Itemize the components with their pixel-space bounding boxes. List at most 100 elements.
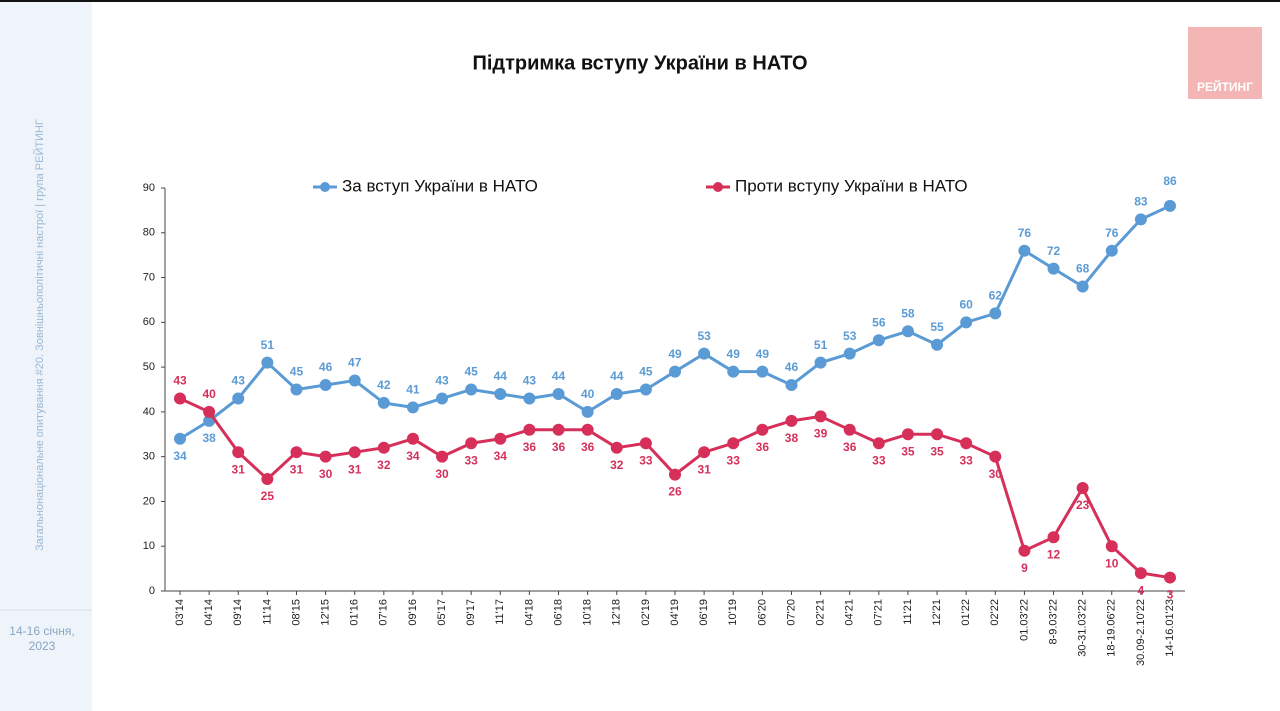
data-label: 33 — [464, 453, 478, 467]
date-note: 14-16 січня, — [9, 624, 74, 638]
data-label: 55 — [930, 320, 944, 334]
data-point — [1047, 531, 1060, 544]
data-point — [989, 450, 1002, 463]
data-label: 46 — [319, 360, 333, 374]
data-label: 31 — [290, 462, 304, 476]
data-point — [1134, 567, 1147, 580]
data-label: 35 — [901, 444, 915, 458]
legend-label: За вступ України в НАТО — [342, 176, 538, 195]
sidebar-caption: Загальнонаціональне опитування #20. Зовн… — [33, 119, 46, 551]
data-label: 26 — [668, 485, 682, 499]
legend-marker — [320, 182, 330, 192]
data-point — [989, 307, 1002, 320]
x-tick-label: 04'19 — [669, 599, 681, 626]
x-tick-label: 14-16.01'23 — [1164, 599, 1176, 657]
data-label: 44 — [494, 369, 508, 383]
data-label: 46 — [785, 360, 799, 374]
x-tick-label: 09'16 — [407, 599, 419, 626]
x-tick-label: 01'22 — [960, 599, 972, 626]
data-point — [261, 473, 274, 486]
data-label: 43 — [435, 374, 449, 388]
y-tick-label: 40 — [143, 406, 155, 418]
chart-title: Підтримка вступу України в НАТО — [472, 52, 807, 74]
data-point — [552, 387, 565, 400]
data-label: 30 — [435, 467, 449, 481]
data-point — [465, 383, 478, 396]
data-point — [639, 383, 652, 396]
y-tick-label: 60 — [143, 316, 155, 328]
data-point — [319, 450, 332, 463]
x-tick-label: 11'14 — [261, 599, 273, 625]
y-tick-label: 10 — [143, 540, 155, 552]
x-tick-label: 06'19 — [698, 599, 710, 626]
x-tick-label: 02'19 — [640, 599, 652, 626]
data-point — [698, 446, 711, 459]
data-label: 33 — [872, 453, 886, 467]
data-point — [232, 446, 245, 459]
x-tick-label: 07'20 — [785, 599, 797, 626]
data-point — [727, 437, 740, 450]
data-label: 62 — [989, 289, 1003, 303]
x-tick-label: 11'21 — [902, 599, 914, 625]
x-tick-label: 12'15 — [319, 599, 331, 626]
x-tick-label: 04'21 — [844, 599, 856, 626]
data-label: 51 — [261, 338, 275, 352]
data-label: 43 — [173, 374, 187, 388]
data-label: 68 — [1076, 262, 1090, 276]
data-point — [960, 437, 973, 450]
data-label: 38 — [785, 431, 799, 445]
data-label: 23 — [1076, 498, 1090, 512]
data-point — [465, 437, 478, 450]
data-label: 47 — [348, 356, 362, 370]
y-tick-label: 80 — [143, 227, 155, 239]
data-label: 31 — [348, 462, 362, 476]
data-point — [290, 383, 303, 396]
x-tick-label: 04'14 — [203, 599, 215, 626]
x-tick-label: 05'17 — [436, 599, 448, 626]
x-tick-label: 12'18 — [611, 599, 623, 626]
data-label: 35 — [930, 444, 944, 458]
legend-label: Проти вступу України в НАТО — [735, 176, 968, 195]
data-point — [406, 432, 419, 445]
data-point — [843, 347, 856, 360]
data-label: 49 — [727, 347, 741, 361]
data-point — [174, 392, 186, 405]
x-tick-label: 06'18 — [552, 599, 564, 626]
x-tick-label: 12'21 — [931, 599, 943, 626]
x-tick-label: 08'15 — [290, 599, 302, 626]
data-label: 43 — [523, 374, 537, 388]
x-tick-label: 8-9.03'22 — [1047, 599, 1059, 645]
x-tick-label: 07'21 — [873, 599, 885, 626]
logo: РЕЙТИНГ — [1197, 79, 1253, 94]
data-label: 56 — [872, 315, 886, 329]
data-point — [319, 379, 332, 392]
data-label: 58 — [901, 306, 915, 320]
data-point — [232, 392, 245, 405]
data-point — [494, 432, 507, 445]
data-label: 10 — [1105, 556, 1119, 570]
data-label: 49 — [756, 347, 770, 361]
x-tick-label: 02'22 — [989, 599, 1001, 626]
data-point — [1047, 262, 1060, 275]
data-label: 4 — [1138, 583, 1145, 597]
data-point — [901, 428, 914, 441]
data-label: 44 — [552, 369, 566, 383]
data-point — [931, 338, 944, 351]
data-label: 34 — [494, 449, 508, 463]
data-label: 33 — [727, 453, 741, 467]
data-label: 45 — [639, 365, 653, 379]
data-point — [1018, 544, 1031, 557]
data-point — [348, 446, 361, 459]
x-tick-label: 09'14 — [232, 599, 244, 626]
data-point — [581, 423, 594, 436]
data-label: 53 — [843, 329, 857, 343]
data-point — [1134, 213, 1147, 226]
x-tick-label: 07'16 — [378, 599, 390, 626]
data-label: 51 — [814, 338, 828, 352]
data-label: 30 — [319, 467, 333, 481]
data-point — [203, 405, 216, 418]
data-point — [610, 441, 623, 454]
x-tick-label: 01.03'22 — [1018, 599, 1030, 641]
data-point — [1105, 244, 1118, 257]
